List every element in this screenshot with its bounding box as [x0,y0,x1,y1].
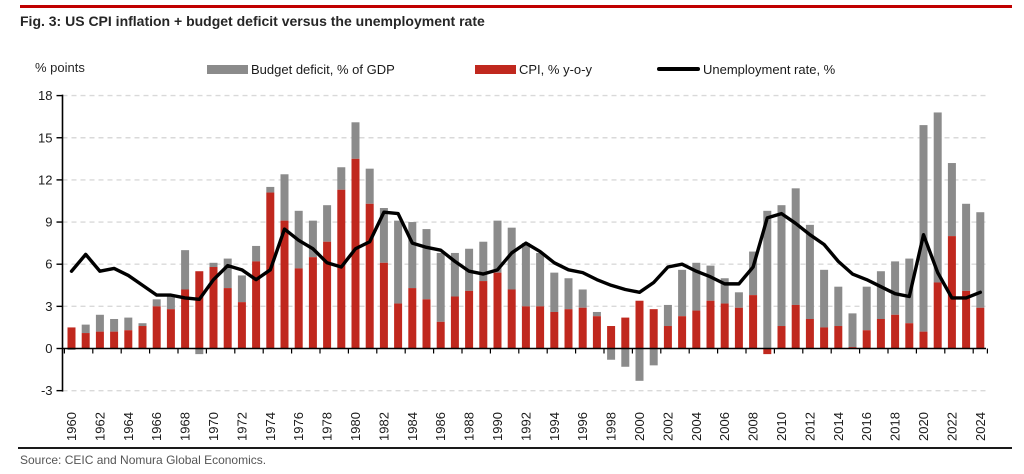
legend-item-budget-deficit: Budget deficit, % of GDP [207,60,395,78]
svg-text:1994: 1994 [547,412,562,441]
svg-text:18: 18 [38,88,52,103]
svg-text:1982: 1982 [376,412,391,441]
svg-text:1984: 1984 [405,412,420,441]
svg-text:1996: 1996 [575,412,590,441]
svg-text:1990: 1990 [490,412,505,441]
svg-text:-3: -3 [41,383,53,398]
source-text: Source: CEIC and Nomura Global Economics… [20,453,267,467]
svg-text:1966: 1966 [149,412,164,441]
svg-text:9: 9 [45,215,52,230]
footer-divider [18,447,1012,449]
svg-text:1962: 1962 [92,412,107,441]
svg-text:1974: 1974 [263,412,278,441]
svg-text:12: 12 [38,172,52,187]
svg-text:1970: 1970 [206,412,221,441]
svg-text:1968: 1968 [178,412,193,441]
y-axis-labels: 18 15 12 9 6 3 0 -3 [38,88,52,398]
svg-text:2006: 2006 [717,412,732,441]
svg-text:2004: 2004 [689,412,704,441]
svg-text:2020: 2020 [916,412,931,441]
svg-text:2024: 2024 [973,412,988,441]
svg-text:1972: 1972 [234,412,249,441]
svg-text:1976: 1976 [291,412,306,441]
svg-text:2000: 2000 [632,412,647,441]
unemployment-line-swatch-icon [657,67,700,71]
legend-label-unemployment: Unemployment rate, % [703,61,836,77]
svg-text:2012: 2012 [802,412,817,441]
svg-text:2018: 2018 [888,412,903,441]
x-axis-labels: 1960 1962 1964 1966 1968 1970 1972 1974 1976 1978… [64,412,988,441]
svg-text:15: 15 [38,130,52,145]
svg-text:3: 3 [45,299,52,314]
svg-text:6: 6 [45,257,52,272]
svg-text:1978: 1978 [320,412,335,441]
y-axis-unit-label: % points [35,60,85,75]
svg-text:2008: 2008 [746,412,761,441]
svg-text:1980: 1980 [348,412,363,441]
figure-title: Fig. 3: US CPI inflation + budget defici… [20,13,485,29]
svg-text:2016: 2016 [859,412,874,441]
top-red-rule [20,5,1012,8]
unemployment-line [69,210,982,302]
legend-item-unemployment: Unemployment rate, % [657,60,835,78]
svg-text:1992: 1992 [518,412,533,441]
svg-text:1998: 1998 [604,412,619,441]
svg-text:1960: 1960 [64,412,79,441]
budget-deficit-swatch-icon [207,64,248,74]
svg-text:2002: 2002 [660,412,675,441]
svg-text:1964: 1964 [121,412,136,441]
cpi-swatch-icon [475,64,516,74]
svg-text:1988: 1988 [462,412,477,441]
legend-item-cpi: CPI, % y-o-y [475,60,592,78]
axes [56,94,989,392]
svg-text:0: 0 [45,341,52,356]
svg-text:2014: 2014 [831,412,846,441]
svg-text:2010: 2010 [774,412,789,441]
bars-cpi [67,158,985,355]
legend-label-cpi: CPI, % y-o-y [519,61,592,77]
svg-text:2022: 2022 [944,412,959,441]
svg-text:1986: 1986 [433,412,448,441]
legend-label-budget-deficit: Budget deficit, % of GDP [251,61,395,77]
